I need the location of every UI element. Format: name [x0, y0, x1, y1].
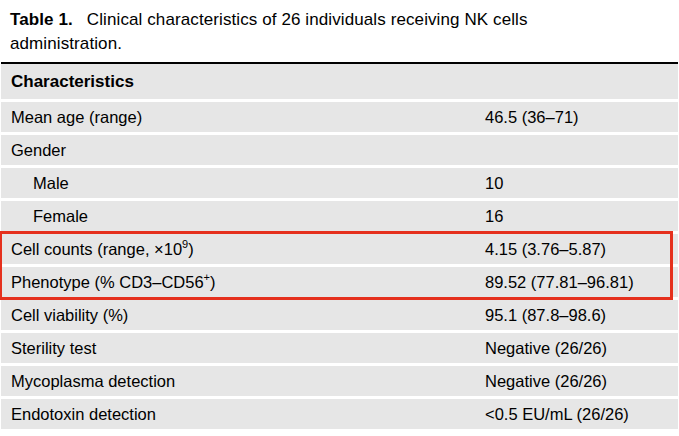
- table-row: Female 16: [1, 201, 678, 231]
- table-row: Endotoxin detection <0.5 EU/mL (26/26): [1, 399, 678, 429]
- row-value: 4.15 (3.76–5.87): [485, 234, 606, 264]
- row-value: 10: [485, 168, 503, 198]
- row-label: Mycoplasma detection: [1, 372, 175, 390]
- row-value: 46.5 (36–71): [485, 102, 579, 132]
- row-value: Negative (26/26): [485, 366, 607, 396]
- table-figure: Table 1.Clinical characteristics of 26 i…: [0, 0, 679, 429]
- row-label: Endotoxin detection: [1, 405, 156, 423]
- row-label: Mean age (range): [1, 108, 142, 126]
- row-label: Phenotype (% CD3–CD56+): [1, 273, 216, 291]
- row-value: <0.5 EU/mL (26/26): [485, 399, 629, 429]
- row-label: Cell counts (range, ×109): [1, 240, 194, 258]
- table-caption-label: Table 1.: [10, 10, 73, 29]
- table-row: Mycoplasma detection Negative (26/26): [1, 366, 678, 396]
- table-row: Cell viability (%) 95.1 (87.8–98.6): [1, 300, 678, 330]
- table-row: Sterility test Negative (26/26): [1, 333, 678, 363]
- table-header-label: Characteristics: [11, 72, 134, 91]
- table-row: Male 10: [1, 168, 678, 198]
- row-label: Sterility test: [1, 339, 96, 357]
- table-caption-text: Clinical characteristics of 26 individua…: [10, 10, 528, 53]
- clinical-characteristics-table: Characteristics Mean age (range) 46.5 (3…: [1, 62, 678, 429]
- row-label: Cell viability (%): [1, 306, 128, 324]
- table-body: Mean age (range) 46.5 (36–71) Gender Mal…: [1, 102, 678, 429]
- table-header-row: Characteristics: [1, 62, 678, 99]
- table-row: Mean age (range) 46.5 (36–71): [1, 102, 678, 132]
- row-label: Gender: [1, 141, 66, 159]
- table-row: Gender: [1, 135, 678, 165]
- table-caption: Table 1.Clinical characteristics of 26 i…: [0, 8, 630, 56]
- table-row: Cell counts (range, ×109) 4.15 (3.76–5.8…: [1, 234, 678, 264]
- row-value: 89.52 (77.81–96.81): [485, 267, 634, 297]
- row-value: Negative (26/26): [485, 333, 607, 363]
- row-value: 16: [485, 201, 503, 231]
- row-label: Male: [1, 174, 69, 192]
- row-label: Female: [1, 207, 88, 225]
- row-value: 95.1 (87.8–98.6): [485, 300, 606, 330]
- table-row: Phenotype (% CD3–CD56+) 89.52 (77.81–96.…: [1, 267, 678, 297]
